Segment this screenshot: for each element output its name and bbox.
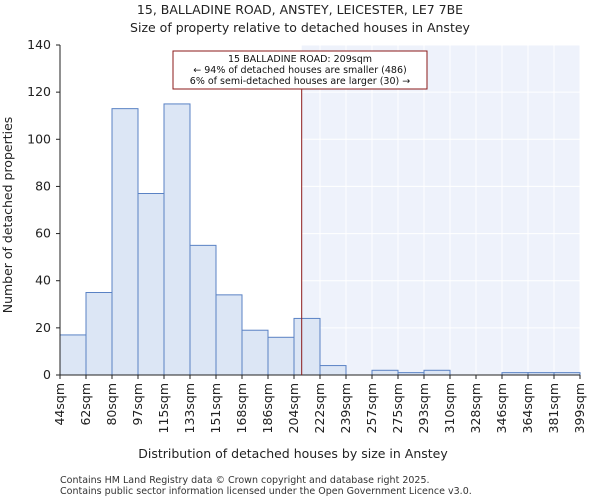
bar-115sqm — [163, 103, 191, 376]
bar-257sqm — [371, 369, 399, 376]
x-tick-label-186sqm: 186sqm — [260, 383, 275, 433]
bar-151sqm — [215, 294, 243, 376]
x-tick-label-328sqm: 328sqm — [468, 383, 483, 433]
plot-area: 0 20 40 60 80 100 120 140 44sqm 62sqm 80sqm 97sqm 11… — [27, 37, 587, 433]
y-tick-label-80: 80 — [35, 178, 51, 193]
x-tick-label-222sqm: 222sqm — [312, 383, 327, 433]
bar-168sqm — [241, 329, 269, 376]
highlight-region — [301, 45, 580, 375]
y-tick-label-60: 60 — [35, 226, 51, 241]
x-tick-label-346sqm: 346sqm — [494, 383, 509, 433]
y-tick-label-20: 20 — [35, 320, 51, 335]
x-tick-label-80sqm: 80sqm — [104, 383, 119, 426]
bar-44sqm — [59, 334, 87, 376]
x-tick-label-115sqm: 115sqm — [156, 383, 171, 433]
bar-204sqm — [293, 317, 321, 376]
x-tick-label-399sqm: 399sqm — [572, 383, 587, 433]
y-tick-label-140: 140 — [27, 37, 51, 52]
annotation-line-1: 15 BALLADINE ROAD: 209sqm — [228, 54, 372, 65]
bar-186sqm — [267, 336, 295, 376]
bar-62sqm — [85, 292, 113, 376]
chart-title: 15, BALLADINE ROAD, ANSTEY, LEICESTER, L… — [137, 2, 463, 17]
bar-80sqm — [111, 108, 139, 376]
x-tick-label-239sqm: 239sqm — [338, 383, 353, 433]
bar-133sqm — [189, 244, 217, 376]
x-tick-label-293sqm: 293sqm — [416, 383, 431, 433]
x-tick-label-151sqm: 151sqm — [208, 383, 223, 433]
annotation-box — [172, 50, 428, 90]
x-tick-label-364sqm: 364sqm — [520, 383, 535, 433]
x-tick-label-204sqm: 204sqm — [286, 383, 301, 433]
x-tick-label-133sqm: 133sqm — [182, 383, 197, 433]
x-tick-label-97sqm: 97sqm — [130, 383, 145, 426]
x-tick-label-62sqm: 62sqm — [78, 383, 93, 426]
annotation-line-3: 6% of semi-detached houses are larger (3… — [190, 76, 410, 87]
y-tick-label-120: 120 — [27, 84, 51, 99]
footer-line-1: Contains HM Land Registry data © Crown c… — [60, 475, 430, 486]
y-tick-label-0: 0 — [43, 367, 51, 382]
bar-97sqm — [137, 193, 165, 376]
y-tick-label-100: 100 — [27, 131, 51, 146]
x-tick-label-275sqm: 275sqm — [390, 383, 405, 433]
y-tick-label-40: 40 — [35, 273, 51, 288]
x-tick-label-310sqm: 310sqm — [442, 383, 457, 433]
x-tick-label-381sqm: 381sqm — [546, 383, 561, 433]
chart-subtitle: Size of property relative to detached ho… — [130, 20, 470, 35]
x-tick-label-168sqm: 168sqm — [234, 383, 249, 433]
x-tick-label-257sqm: 257sqm — [364, 383, 379, 433]
bar-293sqm — [423, 369, 451, 376]
x-tick-label-44sqm: 44sqm — [52, 383, 67, 426]
bar-222sqm — [319, 365, 347, 376]
footer-line-2: Contains public sector information licen… — [60, 486, 472, 497]
annotation-line-2: ← 94% of detached houses are smaller (48… — [193, 65, 406, 76]
x-axis-label: Distribution of detached houses by size … — [138, 446, 448, 461]
y-axis-label: Number of detached properties — [0, 117, 15, 314]
